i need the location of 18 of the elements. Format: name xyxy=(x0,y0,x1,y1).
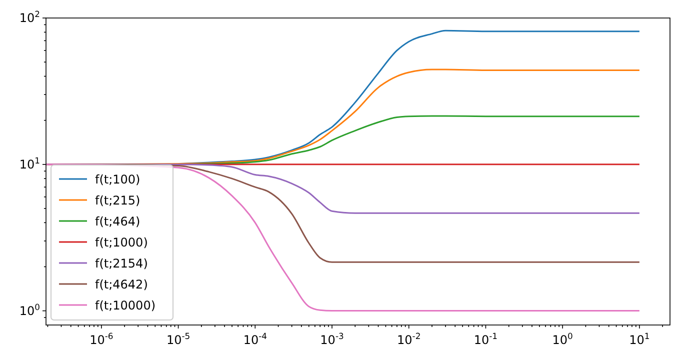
legend-label: f(t;464) xyxy=(95,214,140,228)
legend-label: f(t;215) xyxy=(95,194,140,208)
x-tick-label: 10$^{-5}$ xyxy=(166,331,190,347)
legend-label: f(t;4642) xyxy=(95,278,148,292)
y-tick-label: 10$^{2}$ xyxy=(19,9,40,25)
legend-label: f(t;2154) xyxy=(95,256,148,270)
x-tick-label: 10$^{-2}$ xyxy=(397,331,421,347)
x-tick-label: 10$^{0}$ xyxy=(552,331,573,347)
y-tick-label: 10$^{1}$ xyxy=(19,155,40,172)
legend-label: f(t;1000) xyxy=(95,236,148,250)
x-tick-label: 10$^{-1}$ xyxy=(474,331,498,347)
legend-label: f(t;10000) xyxy=(95,298,156,312)
y-tick-label: 10$^{0}$ xyxy=(19,302,40,318)
legend-label: f(t;100) xyxy=(95,172,140,186)
x-tick-label: 10$^{-4}$ xyxy=(243,331,267,347)
x-tick-label: 10$^{1}$ xyxy=(629,331,650,347)
x-tick-label: 10$^{-6}$ xyxy=(90,331,114,347)
x-tick-label: 10$^{-3}$ xyxy=(320,331,344,347)
